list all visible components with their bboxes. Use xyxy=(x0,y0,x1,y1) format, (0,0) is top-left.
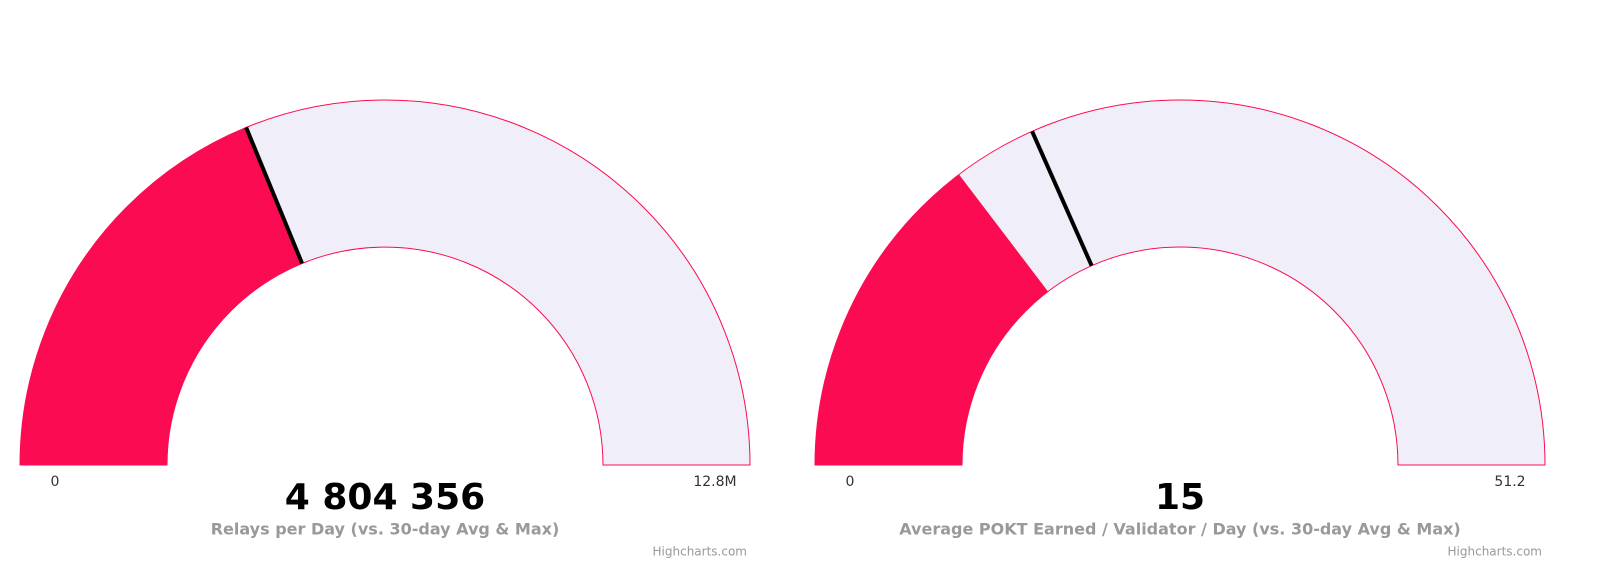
tick-label: 0 xyxy=(51,474,60,490)
gauge-value xyxy=(815,174,1048,465)
credits: Highcharts.com xyxy=(653,545,747,559)
gauge-value xyxy=(20,127,302,465)
credits: Highcharts.com xyxy=(1448,545,1542,559)
gauge-value-label: 15 xyxy=(1155,477,1205,518)
gauge-title: Average POKT Earned / Validator / Day (v… xyxy=(899,520,1461,539)
avg-marker xyxy=(244,126,304,265)
tick-label: 51.2 xyxy=(1494,474,1525,490)
tick-label: 0 xyxy=(846,474,855,490)
avg-marker xyxy=(1030,130,1094,267)
gauge-track xyxy=(814,99,1546,466)
gauge-title: Relays per Day (vs. 30-day Avg & Max) xyxy=(211,520,560,539)
gauge-value-label: 4 804 356 xyxy=(285,477,485,518)
tick-label: 12.8M xyxy=(693,474,736,490)
